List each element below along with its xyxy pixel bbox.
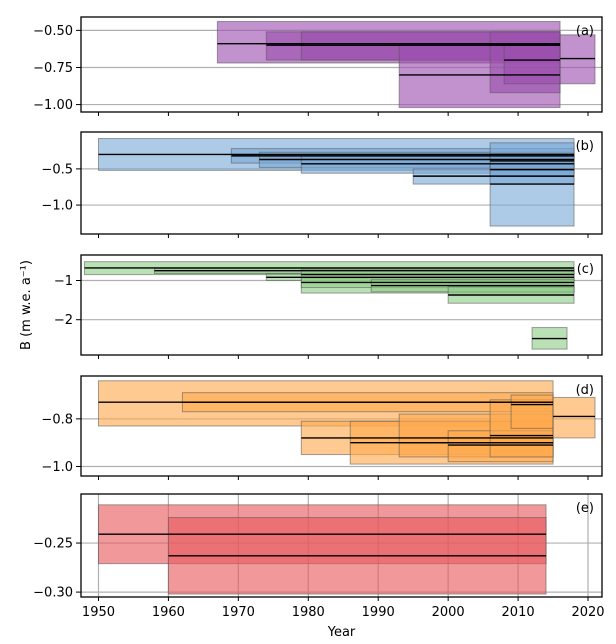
y-tick-label: −1.0	[41, 460, 73, 475]
y-axis-title: B (m w.e. a⁻¹)	[19, 260, 34, 350]
y-tick-label: −0.8	[41, 412, 73, 427]
x-tick-label: 1960	[152, 605, 185, 620]
interval-box-7	[559, 34, 596, 85]
interval-box-9	[552, 396, 596, 439]
axes-frame	[80, 16, 603, 113]
panel-label: (e)	[576, 501, 594, 516]
panel-label: (b)	[576, 139, 594, 154]
x-tick-label: 1990	[362, 605, 395, 620]
panel-label: (a)	[576, 24, 594, 39]
x-tick-label: 1970	[222, 605, 255, 620]
y-tick-label: −0.25	[33, 537, 73, 552]
x-tick-label: 1980	[292, 605, 325, 620]
axes-frame	[80, 254, 603, 356]
interval-box-8	[510, 394, 554, 429]
x-tick-label: 2010	[502, 605, 535, 620]
y-tick-label: −1.0	[41, 199, 73, 214]
x-tick-label: 2020	[571, 605, 604, 620]
axes-frame	[80, 131, 603, 235]
y-tick-label: −1.00	[33, 98, 73, 113]
x-tick-label: 2000	[432, 605, 465, 620]
y-tick-label: −1	[54, 274, 73, 289]
interval-box-6	[503, 44, 561, 85]
axes-frame	[80, 493, 603, 598]
y-tick-label: −0.30	[33, 586, 73, 601]
panel-label: (d)	[576, 383, 594, 398]
y-tick-label: −0.5	[41, 162, 73, 177]
y-tick-label: −2	[54, 313, 73, 328]
y-tick-label: −0.50	[33, 24, 73, 39]
x-tick-label: 1950	[82, 605, 115, 620]
x-axis-title: Year	[327, 625, 356, 640]
panel-label: (c)	[577, 262, 594, 277]
y-tick-label: −0.75	[33, 61, 73, 76]
axes-frame	[80, 375, 603, 477]
